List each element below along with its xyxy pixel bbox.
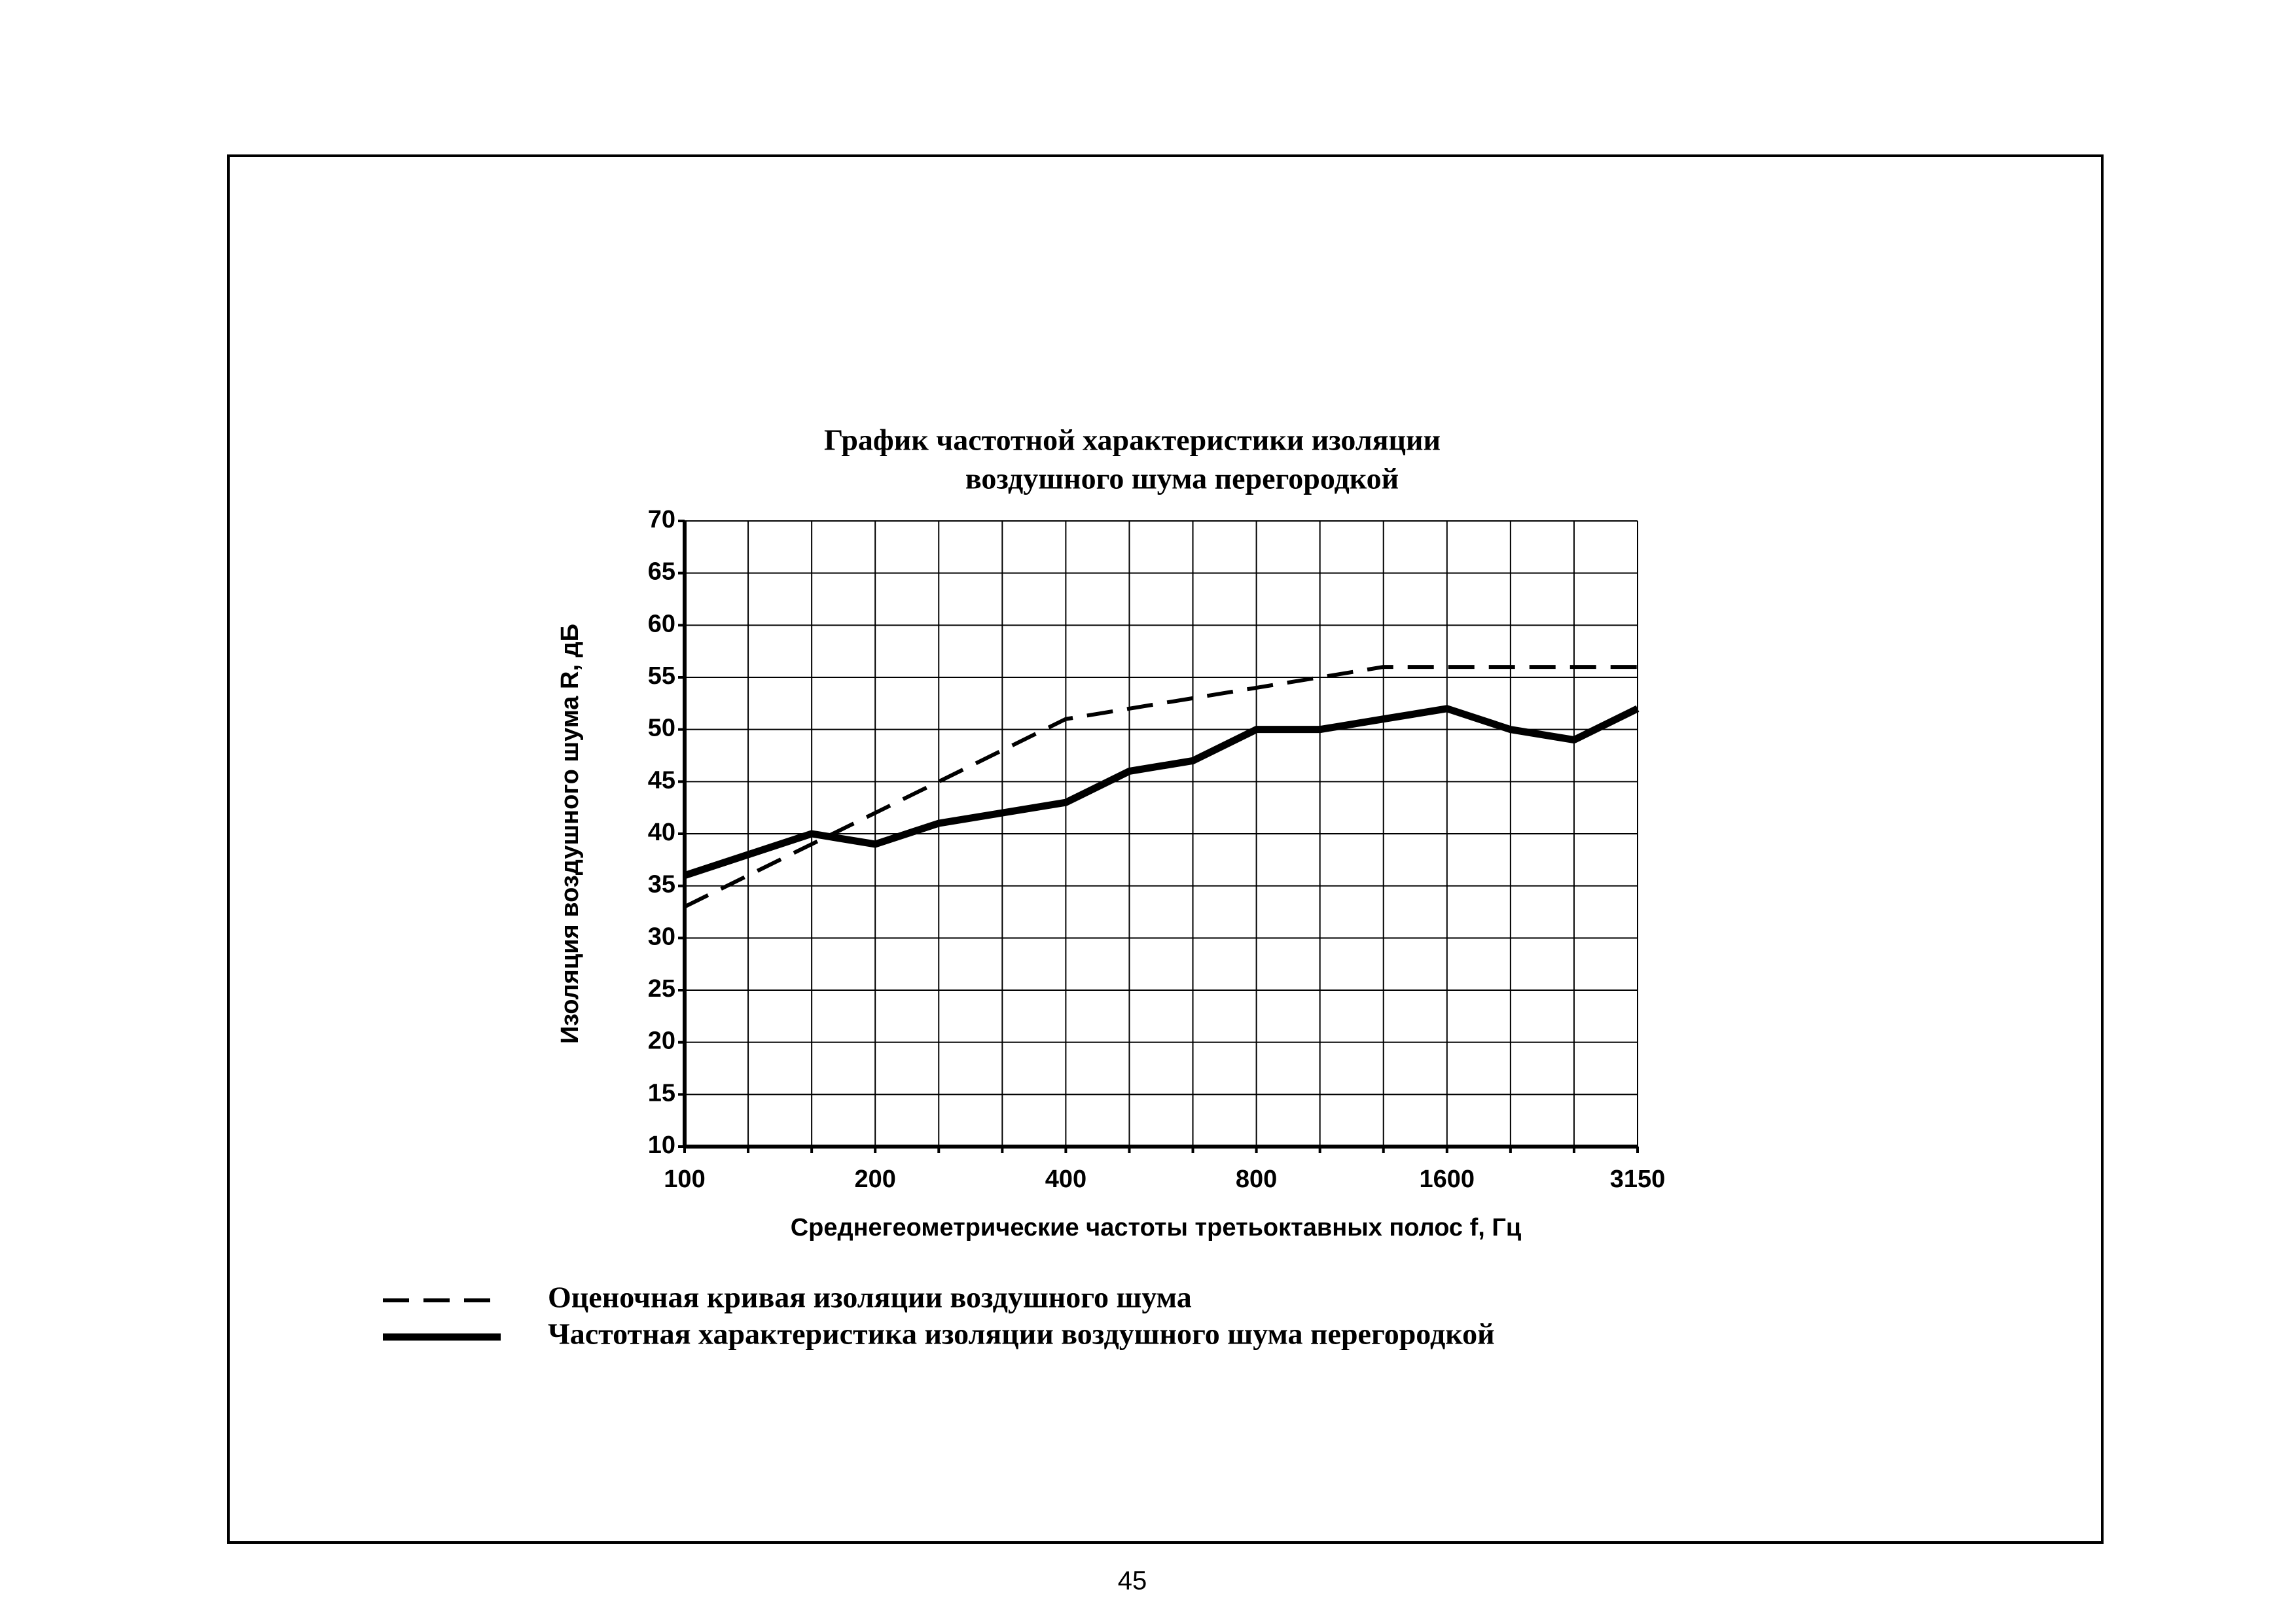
y-tick-label: 70 xyxy=(648,506,675,533)
y-tick-label: 10 xyxy=(648,1132,675,1159)
x-tick-label: 3150 xyxy=(1610,1166,1666,1193)
series-line xyxy=(683,705,1640,879)
chart-title: График частотной характеристики изоляции xyxy=(824,423,1441,457)
y-tick-label: 45 xyxy=(648,766,675,794)
chart-title: воздушного шума перегородкой xyxy=(965,462,1399,495)
y-tick-label: 15 xyxy=(648,1079,675,1107)
y-tick-label: 50 xyxy=(648,715,675,742)
x-tick-label: 400 xyxy=(1045,1166,1086,1193)
y-tick-label: 35 xyxy=(648,871,675,899)
y-tick-label: 55 xyxy=(648,662,675,690)
page-number: 45 xyxy=(1118,1567,1147,1596)
y-tick-label: 25 xyxy=(648,975,675,1003)
page-frame xyxy=(227,154,2104,1544)
x-tick-label: 100 xyxy=(664,1166,705,1193)
y-tick-label: 60 xyxy=(648,610,675,637)
legend-label: Оценочная кривая изоляции воздушного шум… xyxy=(548,1281,1192,1314)
series-line xyxy=(683,665,1638,909)
x-axis-label: Среднегеометрические частоты третьоктавн… xyxy=(791,1214,1522,1241)
x-tick-label: 1600 xyxy=(1420,1166,1475,1193)
x-tick-label: 800 xyxy=(1236,1166,1277,1193)
y-tick-label: 40 xyxy=(648,819,675,846)
y-tick-label: 20 xyxy=(648,1027,675,1055)
x-tick-label: 200 xyxy=(854,1166,895,1193)
y-axis-label: Изоляция воздушного шума R, дБ xyxy=(556,624,584,1044)
legend-label: Частотная характеристика изоляции воздуш… xyxy=(548,1317,1495,1351)
y-tick-label: 30 xyxy=(648,923,675,950)
y-tick-label: 65 xyxy=(648,558,675,586)
